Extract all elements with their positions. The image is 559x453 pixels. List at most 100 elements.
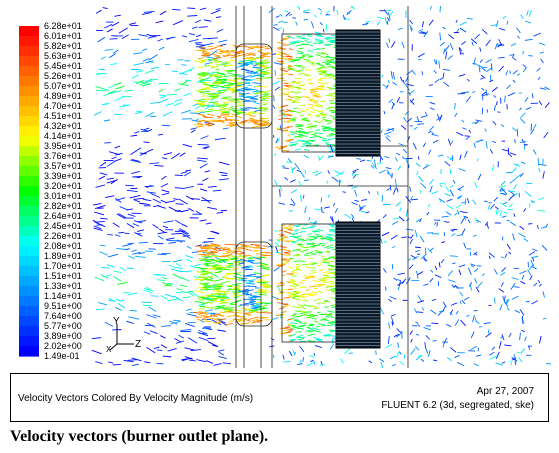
velocity-vector xyxy=(473,142,476,148)
velocity-vector xyxy=(142,198,148,201)
velocity-vector xyxy=(197,113,206,116)
velocity-vector xyxy=(352,168,359,173)
velocity-vector xyxy=(390,234,398,240)
velocity-vector xyxy=(211,284,222,287)
velocity-vector xyxy=(255,61,263,64)
velocity-vector xyxy=(222,127,229,130)
velocity-vector xyxy=(187,15,198,17)
velocity-vector xyxy=(316,283,324,287)
velocity-vector xyxy=(307,340,316,342)
velocity-vector xyxy=(293,107,298,110)
velocity-vector xyxy=(228,243,239,246)
velocity-vector xyxy=(538,283,542,287)
velocity-vector xyxy=(317,291,323,293)
velocity-vector xyxy=(472,234,477,237)
velocity-vector xyxy=(434,274,442,279)
velocity-vector xyxy=(189,33,195,36)
velocity-vector xyxy=(243,298,253,301)
velocity-vector xyxy=(314,283,321,286)
velocity-vector xyxy=(205,297,214,300)
velocity-vector xyxy=(500,192,507,196)
velocity-vector xyxy=(258,65,265,67)
velocity-vector xyxy=(442,26,446,30)
velocity-vector xyxy=(428,19,434,26)
velocity-vector xyxy=(423,258,428,262)
velocity-vector xyxy=(222,305,230,309)
velocity-vector xyxy=(519,140,527,144)
velocity-vector xyxy=(390,41,396,48)
velocity-vector xyxy=(207,206,218,210)
velocity-vector xyxy=(322,71,327,73)
colorbar-label: 5.63e+01 xyxy=(44,51,82,61)
velocity-vector xyxy=(131,171,140,175)
velocity-vector xyxy=(243,54,251,57)
velocity-vector xyxy=(282,354,285,360)
velocity-vector xyxy=(246,52,256,57)
velocity-vector xyxy=(519,172,524,178)
velocity-vector xyxy=(291,86,300,89)
velocity-vector xyxy=(303,224,309,226)
velocity-vector xyxy=(327,145,333,149)
velocity-vector xyxy=(143,141,150,144)
velocity-vector xyxy=(229,124,238,128)
velocity-vector xyxy=(277,286,281,293)
velocity-vector xyxy=(191,26,198,29)
velocity-vector xyxy=(261,302,270,305)
velocity-vector xyxy=(304,170,307,175)
velocity-vector xyxy=(308,327,313,330)
velocity-vector xyxy=(319,22,323,26)
velocity-vector xyxy=(152,224,159,229)
velocity-vector xyxy=(216,72,226,76)
velocity-vector xyxy=(312,246,316,248)
velocity-vector xyxy=(307,34,312,38)
velocity-vector xyxy=(112,222,120,228)
velocity-vector xyxy=(519,309,525,316)
velocity-vector xyxy=(504,344,512,347)
velocity-vector xyxy=(131,363,139,366)
velocity-vector xyxy=(319,110,324,113)
velocity-vector xyxy=(101,266,110,269)
velocity-vector xyxy=(458,269,462,276)
velocity-vector xyxy=(276,238,280,243)
velocity-vector xyxy=(198,337,209,342)
velocity-vector xyxy=(480,66,488,69)
velocity-vector xyxy=(531,93,534,99)
velocity-vector xyxy=(278,88,285,90)
velocity-vector xyxy=(414,230,418,238)
velocity-vector xyxy=(321,52,329,56)
velocity-vector xyxy=(297,325,306,328)
velocity-vector xyxy=(466,314,470,317)
velocity-vector xyxy=(182,224,188,228)
velocity-vector xyxy=(324,237,332,242)
velocity-vector xyxy=(480,74,486,79)
velocity-vector xyxy=(313,134,321,138)
velocity-vector xyxy=(320,56,328,58)
velocity-vector xyxy=(161,276,168,280)
velocity-vector xyxy=(505,70,509,76)
velocity-vector xyxy=(216,116,222,119)
velocity-vector xyxy=(472,315,475,323)
colorbar-label: 5.07e+01 xyxy=(44,81,82,91)
velocity-vector xyxy=(412,70,416,76)
figure-caption: Velocity vectors (burner outlet plane). xyxy=(10,428,269,445)
velocity-vector xyxy=(421,307,425,311)
velocity-vector xyxy=(115,85,125,90)
velocity-vector xyxy=(224,246,231,250)
velocity-vector xyxy=(210,230,220,235)
velocity-vector xyxy=(198,47,206,50)
velocity-vector xyxy=(260,263,268,266)
colorbar-label: 7.64e+00 xyxy=(44,311,82,321)
velocity-vector xyxy=(329,287,336,291)
velocity-vector xyxy=(399,207,402,212)
velocity-vector xyxy=(260,52,270,55)
velocity-vector xyxy=(474,33,481,40)
velocity-vector xyxy=(283,305,288,308)
velocity-vector xyxy=(173,198,179,201)
velocity-vector xyxy=(310,359,314,363)
velocity-vector xyxy=(211,243,221,247)
velocity-vector xyxy=(228,99,237,102)
velocity-vector xyxy=(319,11,323,15)
velocity-vector xyxy=(351,186,357,189)
velocity-vector xyxy=(264,66,272,70)
velocity-vector xyxy=(329,216,335,224)
